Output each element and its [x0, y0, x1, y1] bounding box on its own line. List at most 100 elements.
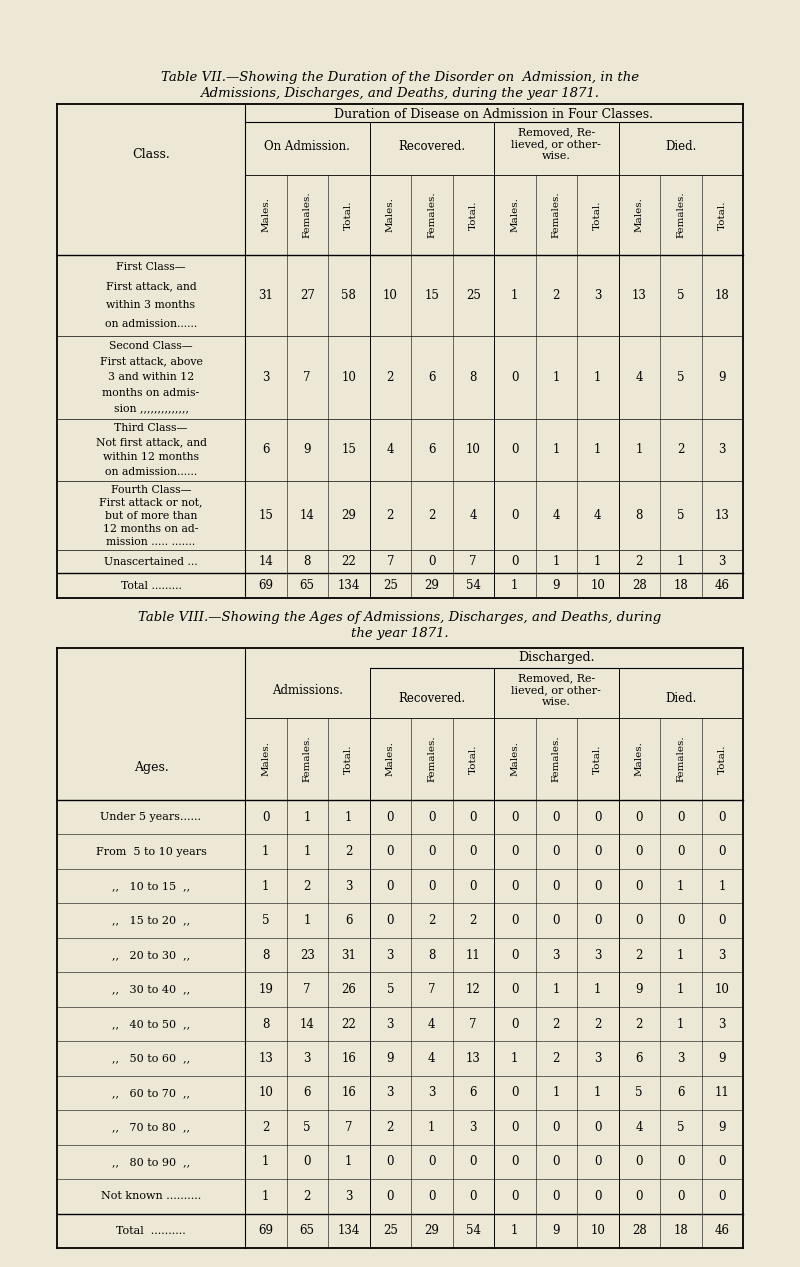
Text: 2: 2 [677, 443, 685, 456]
Text: Admissions.: Admissions. [272, 684, 342, 698]
Text: 9: 9 [718, 1052, 726, 1066]
Text: Total.: Total. [344, 744, 354, 774]
Text: 2: 2 [386, 509, 394, 522]
Text: 3: 3 [553, 949, 560, 962]
Text: ,,   15 to 20  ,,: ,, 15 to 20 ,, [112, 916, 190, 926]
Text: First attack, and: First attack, and [106, 281, 196, 291]
Text: 0: 0 [470, 879, 477, 893]
Text: 9: 9 [386, 1052, 394, 1066]
Text: Class.: Class. [132, 148, 170, 161]
Text: Died.: Died. [665, 139, 697, 153]
Text: 0: 0 [594, 1156, 602, 1168]
Text: 0: 0 [386, 845, 394, 858]
Text: 1: 1 [718, 879, 726, 893]
Text: 1: 1 [428, 1121, 435, 1134]
Text: 0: 0 [511, 983, 518, 996]
Text: 0: 0 [511, 371, 518, 384]
Text: within 3 months: within 3 months [106, 300, 195, 310]
Text: 1: 1 [262, 845, 270, 858]
Text: 16: 16 [342, 1086, 356, 1100]
Text: 3: 3 [303, 1052, 311, 1066]
Text: 3: 3 [594, 289, 602, 302]
Text: 5: 5 [386, 983, 394, 996]
Text: 3 and within 12: 3 and within 12 [108, 372, 194, 383]
Text: 18: 18 [715, 289, 730, 302]
Text: 1: 1 [262, 1156, 270, 1168]
Text: 0: 0 [718, 1156, 726, 1168]
Text: 3: 3 [470, 1121, 477, 1134]
Text: Females.: Females. [302, 191, 312, 238]
Text: 3: 3 [718, 443, 726, 456]
Text: Total.: Total. [594, 200, 602, 229]
Text: 22: 22 [342, 555, 356, 568]
Text: 0: 0 [635, 1190, 643, 1202]
Text: 1: 1 [677, 879, 685, 893]
Text: 54: 54 [466, 1224, 481, 1238]
Text: 0: 0 [511, 1121, 518, 1134]
Text: 11: 11 [715, 1086, 730, 1100]
Text: 4: 4 [428, 1017, 435, 1030]
Text: 27: 27 [300, 289, 314, 302]
Text: 7: 7 [470, 555, 477, 568]
Text: 2: 2 [428, 914, 435, 927]
Text: 1: 1 [677, 555, 685, 568]
Text: 2: 2 [553, 289, 560, 302]
Text: 2: 2 [386, 371, 394, 384]
Text: 31: 31 [258, 289, 273, 302]
Text: 10: 10 [258, 1086, 273, 1100]
Text: Males.: Males. [510, 198, 519, 232]
Text: 1: 1 [262, 879, 270, 893]
Text: 0: 0 [553, 811, 560, 824]
Text: Table VIII.—Showing the Ages of Admissions, Discharges, and Deaths, during: Table VIII.—Showing the Ages of Admissio… [138, 612, 662, 625]
Text: Total.: Total. [469, 744, 478, 774]
Text: 28: 28 [632, 1224, 646, 1238]
Text: mission ..... .......: mission ..... ....... [106, 537, 196, 547]
Text: 2: 2 [635, 1017, 643, 1030]
Text: 0: 0 [303, 1156, 311, 1168]
Text: 14: 14 [258, 555, 273, 568]
Text: 0: 0 [718, 811, 726, 824]
Text: 10: 10 [590, 579, 605, 592]
Text: 0: 0 [386, 811, 394, 824]
Text: 1: 1 [511, 1052, 518, 1066]
Text: 9: 9 [718, 371, 726, 384]
Text: Females.: Females. [427, 736, 436, 782]
Text: 1: 1 [553, 983, 560, 996]
Text: 1: 1 [303, 845, 311, 858]
Text: 0: 0 [718, 1190, 726, 1202]
Text: 69: 69 [258, 1224, 274, 1238]
Text: 2: 2 [553, 1052, 560, 1066]
Text: 29: 29 [424, 579, 439, 592]
Text: 10: 10 [590, 1224, 605, 1238]
Text: 0: 0 [470, 1190, 477, 1202]
Text: 4: 4 [635, 1121, 643, 1134]
Text: 1: 1 [677, 949, 685, 962]
Text: 5: 5 [677, 1121, 685, 1134]
Text: 65: 65 [300, 579, 314, 592]
Text: 5: 5 [303, 1121, 311, 1134]
Text: 0: 0 [553, 845, 560, 858]
Text: Total.: Total. [469, 200, 478, 229]
Text: 10: 10 [466, 443, 481, 456]
Text: 0: 0 [511, 555, 518, 568]
Text: Total .........: Total ......... [121, 580, 182, 590]
Text: on admission......: on admission...... [105, 466, 197, 476]
Text: 31: 31 [342, 949, 356, 962]
Text: Males.: Males. [634, 741, 644, 777]
Text: 0: 0 [677, 845, 685, 858]
Text: 3: 3 [594, 949, 602, 962]
Text: 14: 14 [300, 509, 314, 522]
Text: 1: 1 [511, 1224, 518, 1238]
Text: 0: 0 [553, 1190, 560, 1202]
Text: 0: 0 [428, 845, 435, 858]
Text: 25: 25 [383, 1224, 398, 1238]
Text: 0: 0 [635, 879, 643, 893]
Text: 0: 0 [594, 1190, 602, 1202]
Text: 0: 0 [635, 914, 643, 927]
Text: From  5 to 10 years: From 5 to 10 years [95, 846, 206, 856]
Text: 2: 2 [345, 845, 353, 858]
Text: lieved, or other-: lieved, or other- [511, 685, 601, 696]
Text: On Admission.: On Admission. [264, 139, 350, 153]
Text: Males.: Males. [262, 198, 270, 232]
Text: 0: 0 [511, 811, 518, 824]
